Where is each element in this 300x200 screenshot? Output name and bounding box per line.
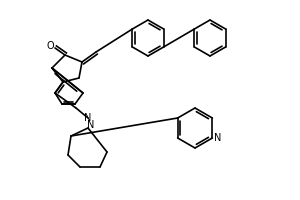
Text: N: N (214, 133, 221, 143)
Text: N: N (84, 113, 92, 123)
Text: O: O (46, 41, 54, 51)
Text: N: N (87, 120, 95, 130)
